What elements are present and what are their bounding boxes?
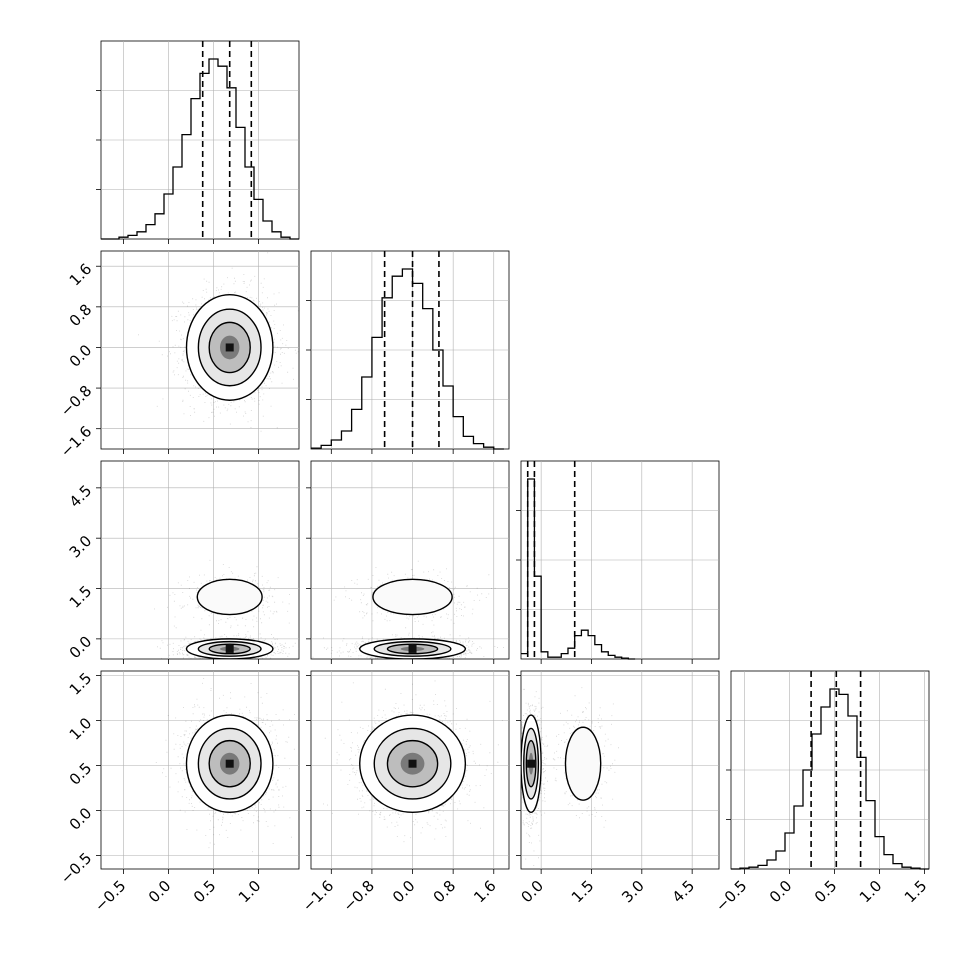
contour-line (525, 739, 537, 788)
density-peak (225, 343, 234, 352)
scatter-points (154, 559, 299, 659)
contour-line (373, 727, 452, 800)
scatter-points (323, 680, 503, 843)
y-tick-label-p2: 3.0 (66, 532, 96, 562)
x-tick-label-p1: 1.6 (470, 877, 500, 907)
hist-step-line (731, 688, 929, 870)
y-tick-label-p3: 1.0 (66, 714, 96, 744)
scatter-panel-p3-p1 (306, 670, 510, 874)
y-tick-label-p1: 1.6 (66, 260, 96, 290)
x-tick-label-p2: 4.5 (669, 877, 699, 907)
hist-step-line (521, 478, 636, 660)
x-tick-label-p3: 0.5 (811, 877, 841, 907)
contour-line (208, 643, 251, 655)
contour-line (386, 739, 439, 788)
hist-step-line (311, 268, 504, 450)
density-layer (521, 687, 619, 866)
density-peak (225, 644, 234, 653)
y-tick-label-p3: 0.0 (66, 804, 96, 834)
hist-panel-p1 (306, 250, 510, 454)
x-tick-label-p2: 0.0 (518, 877, 548, 907)
y-tick-label-p1: 0.0 (66, 341, 96, 371)
density-layer (138, 252, 299, 432)
y-tick-label-p2: 1.5 (66, 582, 96, 612)
x-tick-label-p3: −0.5 (712, 877, 750, 915)
contour-line (564, 726, 602, 801)
density-fill (565, 727, 601, 801)
y-tick-label-p1: 0.8 (66, 300, 96, 330)
axes-frame (310, 460, 510, 660)
y-tick-label-p1: −0.8 (57, 382, 95, 420)
contour-line (185, 714, 274, 814)
contour-line (523, 727, 540, 800)
scatter-panel-p2-p0 (96, 460, 300, 664)
hist-panel-p0 (96, 40, 300, 244)
x-tick-label-p1: 0.0 (389, 877, 419, 907)
x-tick-label-p1: 0.8 (430, 877, 460, 907)
x-tick-label-p1: −0.8 (339, 877, 377, 915)
y-tick-label-p2: 0.0 (66, 633, 96, 663)
density-layer (323, 680, 503, 843)
axes-frame (100, 460, 300, 660)
scatter-panel-p2-p1 (306, 460, 510, 664)
contour-line (185, 638, 274, 659)
density-peak (527, 759, 536, 768)
axes-frame (100, 670, 300, 870)
hist-panel-p3 (726, 670, 930, 874)
hist-panel-p2 (516, 460, 720, 664)
x-tick-label-p2: 3.0 (618, 877, 648, 907)
scatter-panel-p3-p2 (516, 670, 720, 874)
x-tick-label-p3: 0.0 (766, 877, 796, 907)
density-layer (154, 559, 299, 659)
contour-line (521, 714, 542, 813)
scatter-panel-p3-p0 (96, 670, 300, 874)
contour-line (197, 727, 262, 800)
contour-line (185, 293, 274, 401)
y-tick-label-p3: 0.5 (66, 759, 96, 789)
density-peak (225, 759, 234, 768)
contour-line (197, 308, 262, 387)
density-fill (197, 579, 263, 615)
y-tick-label-p2: 4.5 (66, 481, 96, 511)
density-layer (312, 560, 504, 659)
x-tick-label-p0: 0.0 (145, 877, 175, 907)
x-tick-label-p0: 1.0 (235, 877, 265, 907)
contour-line (208, 321, 251, 374)
hist-step-line (101, 58, 299, 240)
y-tick-label-p3: −0.5 (57, 849, 95, 887)
contour-line (197, 640, 262, 657)
density-layer (155, 678, 295, 853)
x-tick-label-p2: 1.5 (568, 877, 598, 907)
x-tick-label-p0: −0.5 (91, 877, 129, 915)
density-fill (372, 579, 453, 615)
x-tick-label-p1: −1.6 (299, 877, 337, 915)
contour-line (196, 578, 263, 616)
contour-line (359, 714, 467, 814)
x-tick-label-p0: 0.5 (190, 877, 220, 907)
axes-frame (100, 250, 300, 450)
axes-frame (520, 670, 720, 870)
scatter-panel-p1-p0 (96, 250, 300, 454)
contour-line (373, 640, 452, 657)
y-tick-label-p1: −1.6 (57, 422, 95, 460)
density-peak (408, 759, 417, 768)
contour-line (386, 643, 439, 655)
density-peak (408, 644, 417, 653)
x-tick-label-p3: 1.5 (901, 877, 931, 907)
axes-frame (310, 670, 510, 870)
x-tick-label-p3: 1.0 (856, 877, 886, 907)
y-tick-label-p3: 1.5 (66, 669, 96, 699)
contour-line (208, 739, 251, 788)
contour-line (372, 578, 453, 616)
